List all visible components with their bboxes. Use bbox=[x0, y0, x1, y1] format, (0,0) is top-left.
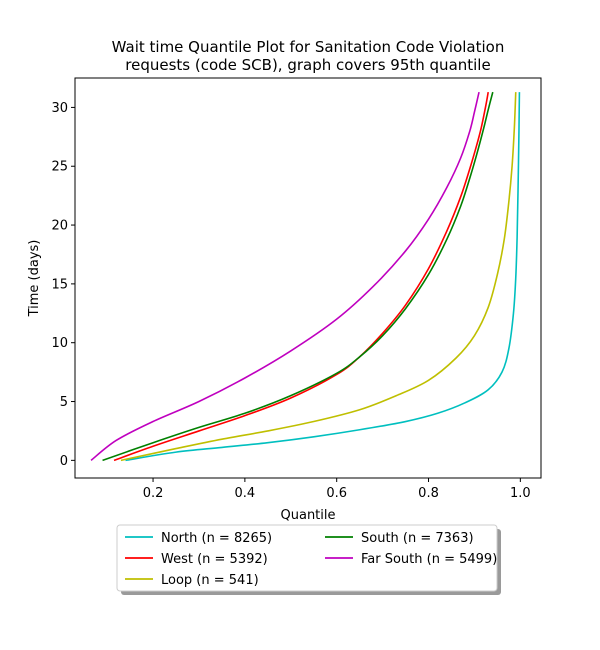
x-tick-label: 0.2 bbox=[143, 486, 164, 501]
legend-label-2: Loop (n = 541) bbox=[161, 573, 259, 588]
chart-title-line-1: Wait time Quantile Plot for Sanitation C… bbox=[112, 38, 505, 56]
x-tick-label: 0.4 bbox=[235, 486, 256, 501]
series-line-4 bbox=[90, 91, 480, 461]
chart-title-line-2: requests (code SCB), graph covers 95th q… bbox=[125, 56, 490, 74]
y-tick-label: 30 bbox=[51, 101, 68, 116]
x-tick-label: 0.8 bbox=[418, 486, 439, 501]
legend-label-3: South (n = 7363) bbox=[361, 531, 474, 546]
x-tick-label: 1.0 bbox=[510, 486, 531, 501]
y-tick-label: 0 bbox=[60, 454, 68, 469]
legend-box bbox=[116, 524, 498, 592]
y-axis-ticks: 0 5 10 15 20 25 30 bbox=[51, 101, 75, 469]
legend: North (n = 8265) West (n = 5392) Loop (n =… bbox=[116, 524, 501, 595]
legend-label-1: West (n = 5392) bbox=[161, 552, 268, 567]
series-line-1 bbox=[113, 91, 489, 462]
y-tick-label: 25 bbox=[51, 160, 68, 175]
x-axis-label: Quantile bbox=[281, 508, 336, 523]
plot-frame bbox=[74, 77, 542, 479]
series-line-2 bbox=[120, 92, 517, 462]
y-axis-label: Time (days) bbox=[27, 240, 42, 318]
x-tick-label: 0.6 bbox=[326, 486, 347, 501]
series-line-0 bbox=[125, 92, 521, 462]
y-tick-label: 10 bbox=[51, 336, 68, 351]
legend-label-4: Far South (n = 5499) bbox=[361, 552, 497, 567]
y-tick-label: 20 bbox=[51, 219, 68, 234]
legend-label-0: North (n = 8265) bbox=[161, 531, 272, 546]
series-line-3 bbox=[102, 91, 494, 462]
y-tick-label: 15 bbox=[51, 277, 68, 292]
y-tick-label: 5 bbox=[60, 395, 68, 410]
legend-items: North (n = 8265) West (n = 5392) Loop (n =… bbox=[125, 531, 497, 588]
x-axis-ticks: 0.2 0.4 0.6 0.8 1.0 bbox=[143, 478, 531, 501]
series-lines bbox=[90, 91, 521, 462]
